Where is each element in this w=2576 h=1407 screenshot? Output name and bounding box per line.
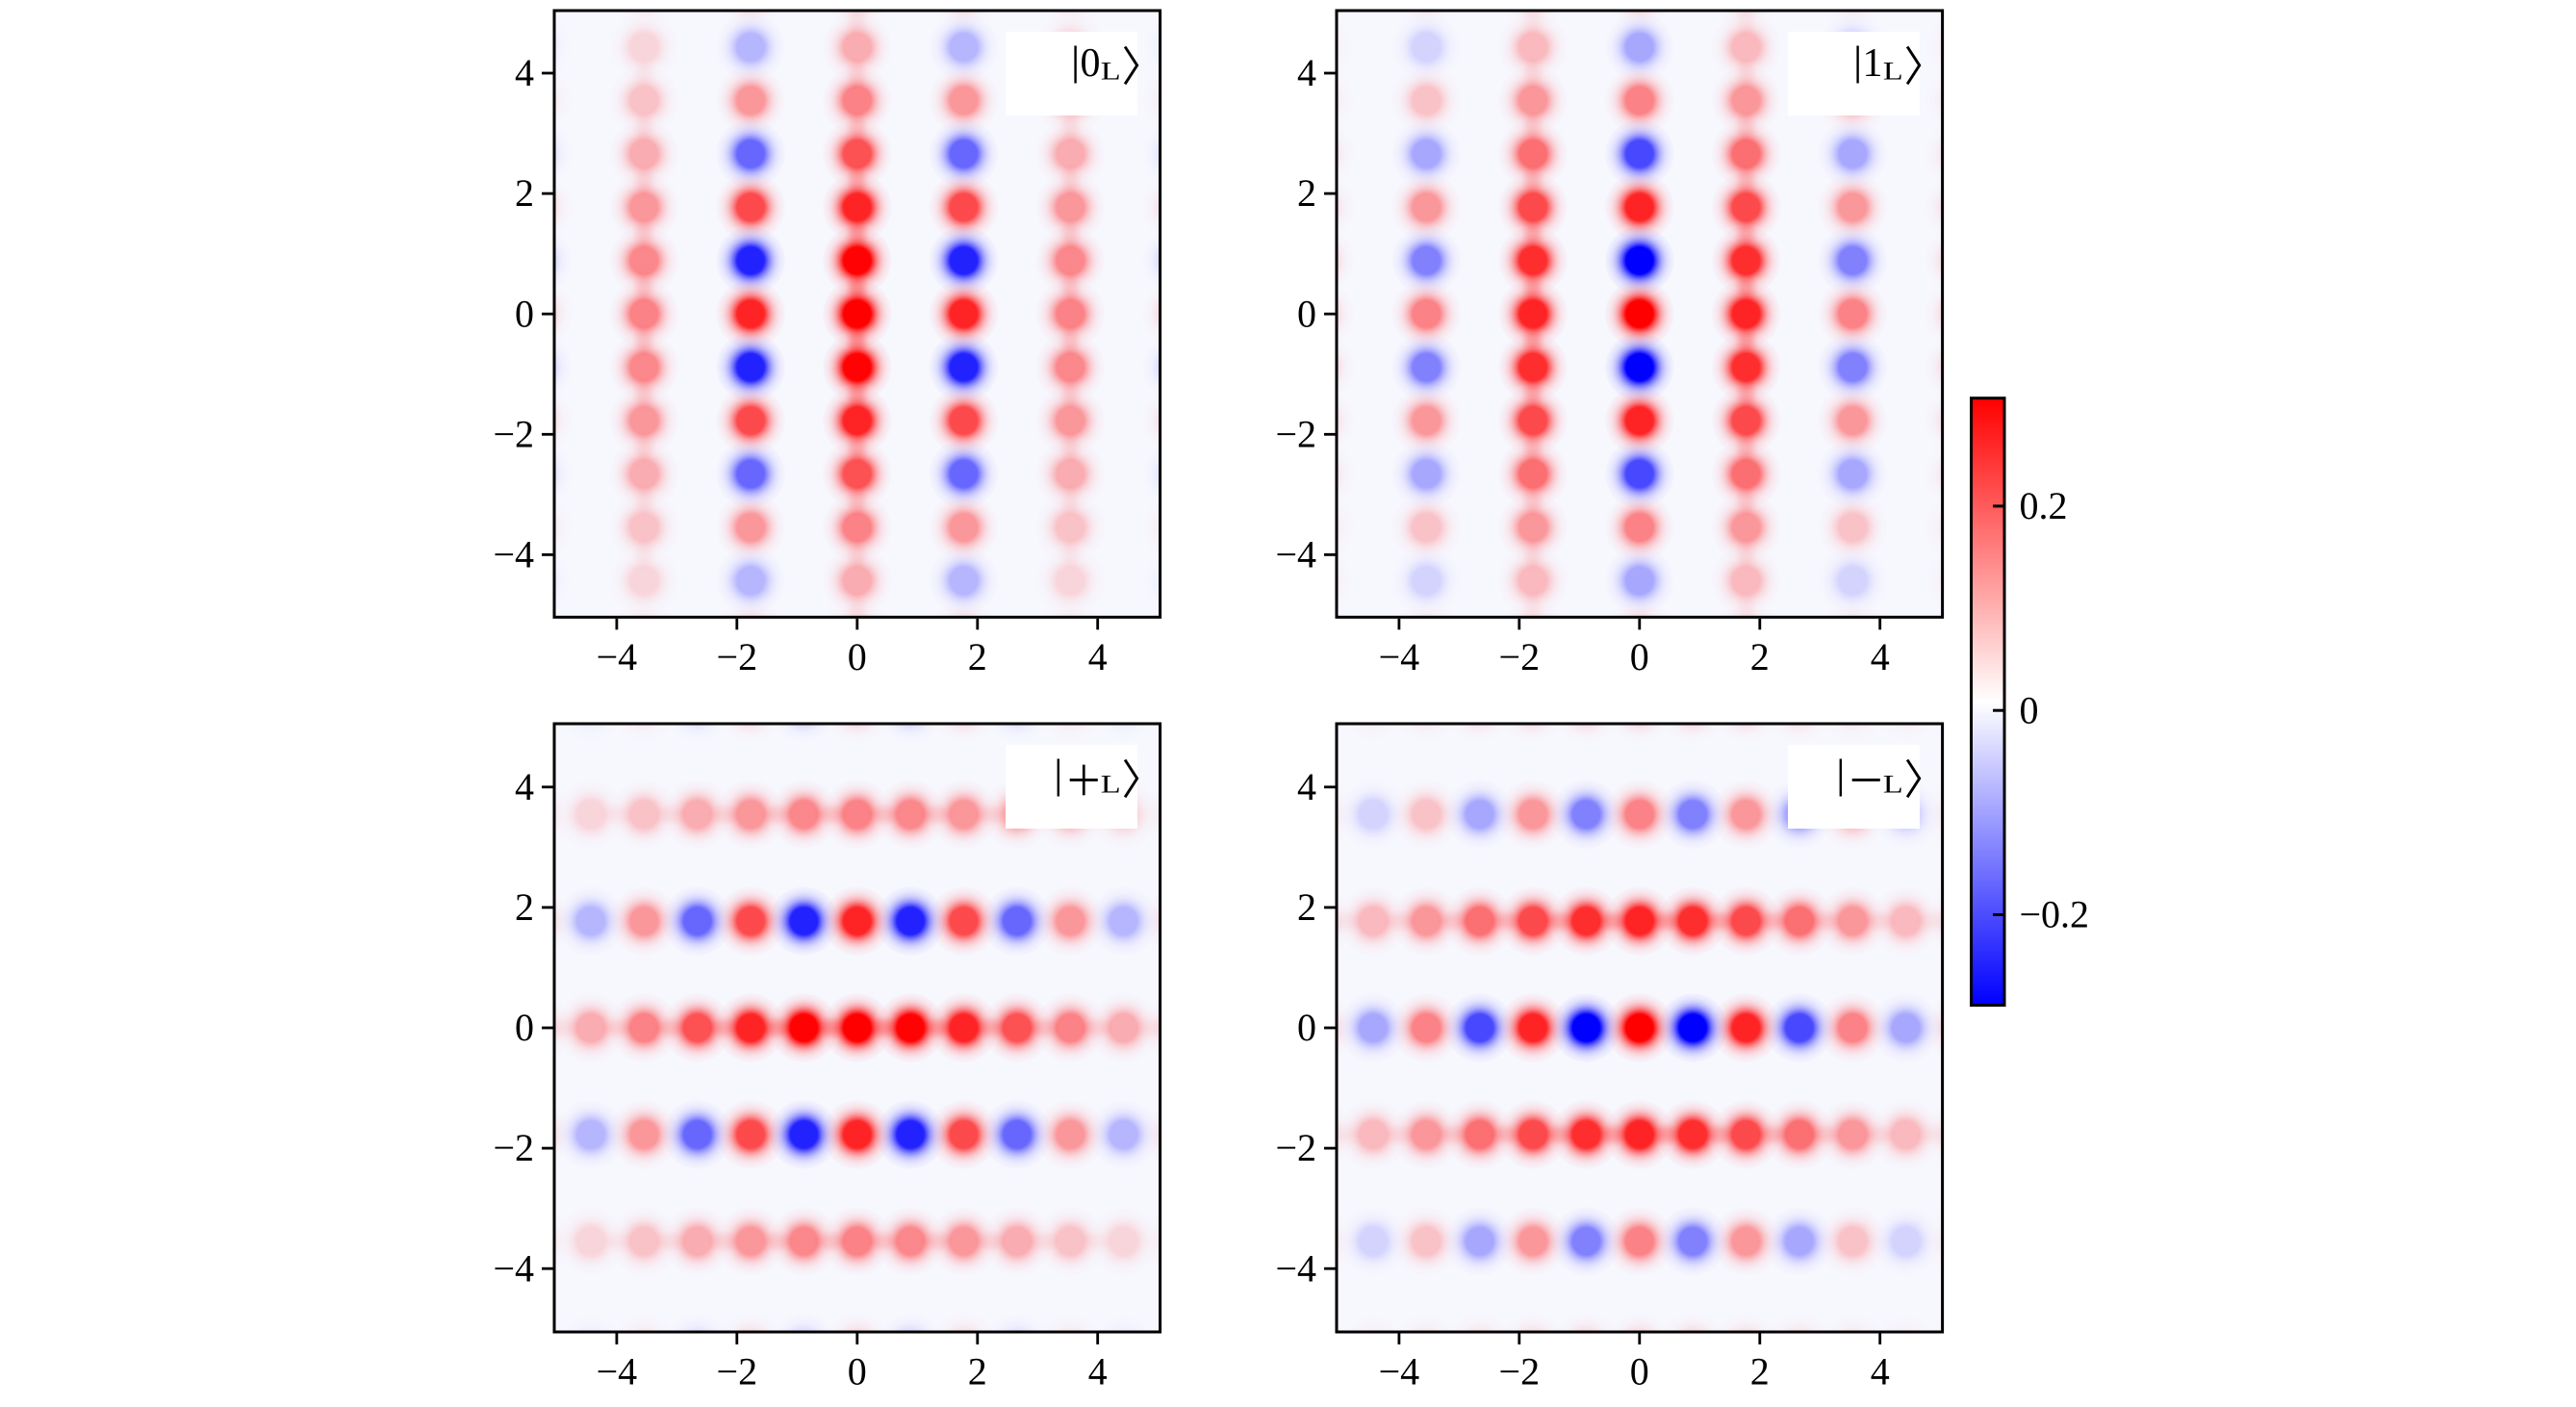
svg-text:4: 4	[1088, 635, 1108, 678]
svg-text:0: 0	[848, 635, 867, 678]
svg-text:0.2: 0.2	[2020, 484, 2068, 527]
svg-text:−4: −4	[597, 635, 638, 678]
svg-text:−2: −2	[1499, 1350, 1541, 1394]
svg-text:L: L	[1883, 57, 1903, 85]
svg-text:2: 2	[1297, 885, 1316, 929]
svg-text:0: 0	[1630, 1350, 1649, 1394]
svg-text:4: 4	[515, 51, 534, 94]
svg-text:2: 2	[1297, 171, 1316, 215]
svg-text:0: 0	[1630, 635, 1649, 678]
svg-text:1: 1	[1863, 41, 1883, 86]
svg-text:0: 0	[1297, 1006, 1316, 1049]
svg-text:−4: −4	[1379, 635, 1420, 678]
svg-text:4: 4	[1088, 1350, 1108, 1394]
svg-text:−2: −2	[1499, 635, 1541, 678]
svg-text:4: 4	[1297, 765, 1316, 808]
svg-text:2: 2	[1750, 1350, 1770, 1394]
svg-text:2: 2	[968, 1350, 987, 1394]
svg-text:−4: −4	[493, 533, 534, 576]
svg-text:4: 4	[1871, 635, 1890, 678]
svg-text:2: 2	[968, 635, 987, 678]
svg-text:−4: −4	[597, 1350, 638, 1394]
svg-text:−2: −2	[717, 1350, 758, 1394]
svg-text:−2: −2	[717, 635, 758, 678]
svg-text:L: L	[1883, 770, 1903, 798]
svg-text:2: 2	[515, 885, 534, 929]
svg-text:−0.2: −0.2	[2020, 893, 2090, 936]
svg-text:2: 2	[515, 171, 534, 215]
svg-text:−4: −4	[493, 1246, 534, 1290]
svg-text:0: 0	[515, 292, 534, 335]
svg-text:−2: −2	[1275, 412, 1316, 455]
svg-text:L: L	[1101, 770, 1121, 798]
svg-text:4: 4	[1297, 51, 1316, 94]
svg-text:0: 0	[2020, 688, 2039, 731]
svg-text:0: 0	[1081, 41, 1101, 86]
svg-text:4: 4	[1871, 1350, 1890, 1394]
svg-text:0: 0	[515, 1006, 534, 1049]
svg-text:−4: −4	[1275, 533, 1316, 576]
svg-text:−4: −4	[1379, 1350, 1420, 1394]
svg-text:0: 0	[1297, 292, 1316, 335]
svg-text:0: 0	[848, 1350, 867, 1394]
svg-text:L: L	[1101, 57, 1121, 85]
svg-text:4: 4	[515, 765, 534, 808]
svg-text:−2: −2	[493, 412, 534, 455]
svg-text:−4: −4	[1275, 1246, 1316, 1290]
svg-text:−2: −2	[1275, 1126, 1316, 1169]
svg-text:2: 2	[1750, 635, 1770, 678]
svg-text:−2: −2	[493, 1126, 534, 1169]
